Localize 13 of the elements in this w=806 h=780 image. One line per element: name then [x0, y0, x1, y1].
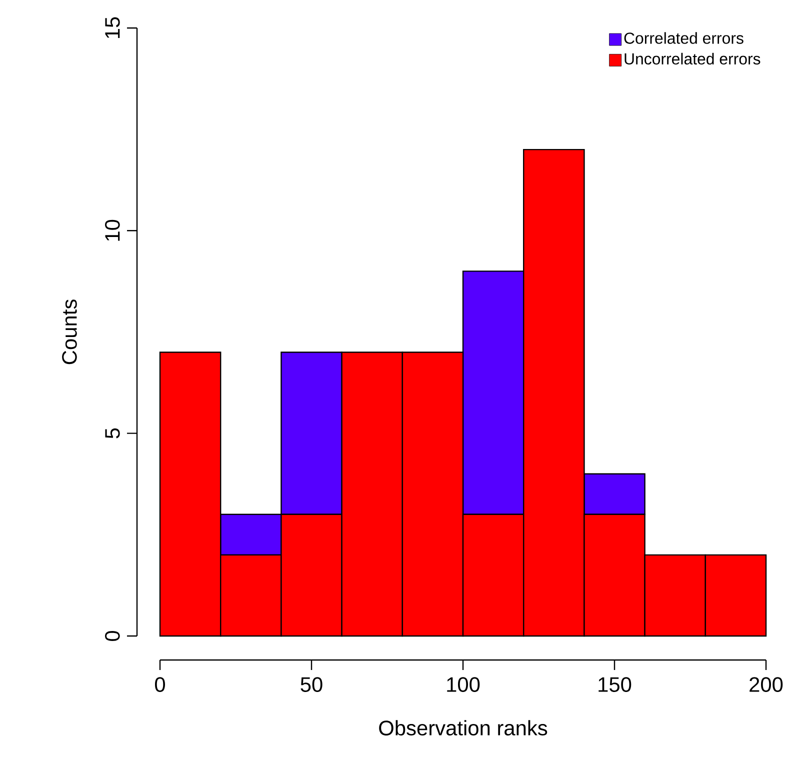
y-tick-label: 10 — [105, 220, 120, 241]
x-tick-label: 100 — [447, 677, 480, 692]
y-tick-label: 0 — [105, 630, 120, 641]
y-axis-title: Counts — [62, 300, 77, 364]
y-tick-label: 5 — [105, 428, 120, 438]
legend-label: Correlated errors — [624, 32, 744, 44]
x-axis-title: Observation ranks — [379, 720, 548, 736]
x-tick-label: 0 — [155, 677, 165, 692]
legend-label: Uncorrelated errors — [624, 52, 760, 65]
x-tick-label: 50 — [300, 677, 322, 692]
x-tick-label: 200 — [750, 677, 783, 692]
y-tick-label: 15 — [105, 17, 120, 38]
x-tick-label: 150 — [598, 677, 632, 692]
